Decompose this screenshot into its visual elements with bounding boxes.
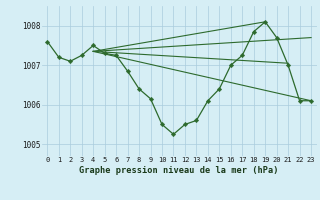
X-axis label: Graphe pression niveau de la mer (hPa): Graphe pression niveau de la mer (hPa) — [79, 166, 279, 175]
